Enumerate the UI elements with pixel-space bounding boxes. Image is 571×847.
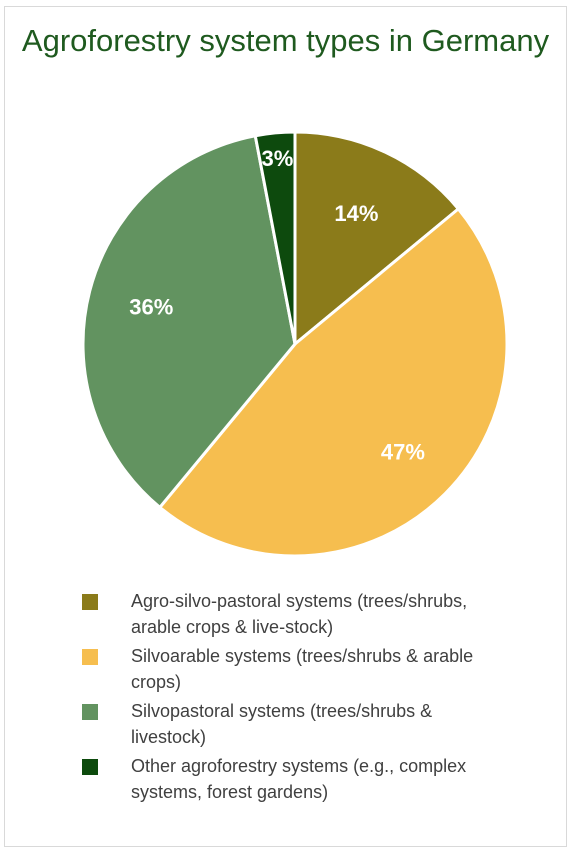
legend-item: Silvoarable systems (trees/shrubs & arab…	[82, 643, 502, 695]
pie-slice	[158, 207, 509, 558]
legend-item: Agro-silvo-pastoral systems (trees/shrub…	[82, 588, 502, 640]
legend-label: Other agroforestry systems (e.g., comple…	[131, 756, 467, 802]
legend-swatch	[82, 704, 98, 720]
chart-title: Agroforestry system types in Germany	[21, 23, 550, 58]
legend-swatch	[82, 649, 98, 665]
legend-label: Silvopastoral systems (trees/shrubs & li…	[131, 701, 433, 747]
chart-legend: Agro-silvo-pastoral systems (trees/shrub…	[82, 588, 502, 808]
pie-slice	[293, 130, 460, 346]
slice-data-label: 3%	[262, 146, 294, 171]
pie-chart: 14% 47% 36% 3%	[81, 130, 509, 558]
legend-label: Agro-silvo-pastoral systems (trees/shrub…	[131, 591, 468, 637]
legend-swatch	[82, 594, 98, 610]
slice-data-label: 47%	[381, 439, 425, 464]
legend-item: Silvopastoral systems (trees/shrubs & li…	[82, 698, 502, 750]
pie-slice	[253, 130, 297, 346]
slice-data-label: 14%	[334, 201, 378, 226]
legend-swatch	[82, 759, 98, 775]
pie-slice	[81, 134, 297, 509]
legend-label: Silvoarable systems (trees/shrubs & arab…	[131, 646, 474, 692]
slice-data-label: 36%	[129, 295, 173, 320]
legend-item: Other agroforestry systems (e.g., comple…	[82, 753, 502, 805]
